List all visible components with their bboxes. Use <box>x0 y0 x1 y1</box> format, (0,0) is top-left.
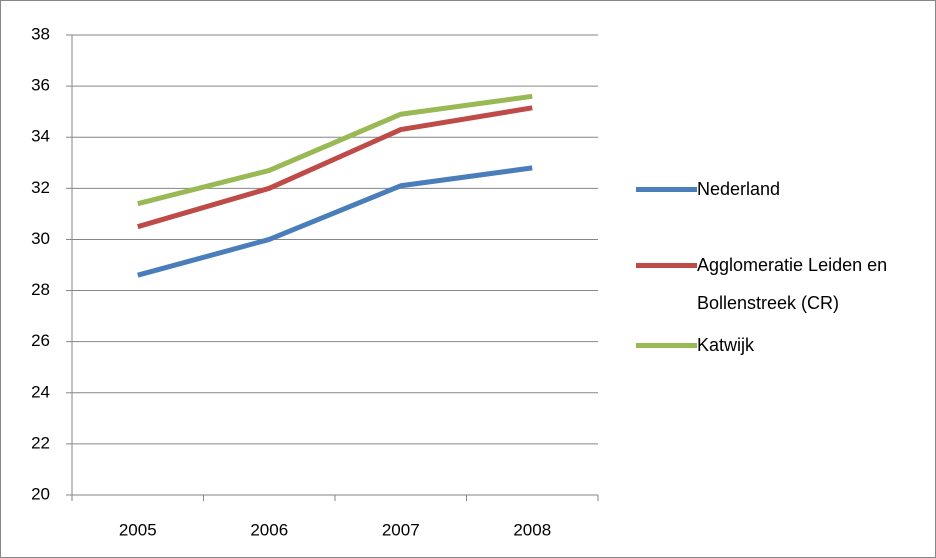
y-tick-label: 32 <box>31 178 50 197</box>
data-line <box>137 105 533 230</box>
x-tick-label: 2005 <box>119 520 157 539</box>
y-tick-label: 36 <box>31 76 50 95</box>
y-tick-label: 38 <box>31 24 50 43</box>
legend: Nederland Agglomeratie Leiden en Bollenst… <box>636 170 932 364</box>
y-tick-label: 24 <box>31 382 50 401</box>
x-tick-label: 2008 <box>513 520 551 539</box>
y-tick-label: 34 <box>31 127 50 146</box>
legend-label: Katwijk <box>697 335 755 355</box>
legend-swatch <box>636 343 697 348</box>
y-tick-label: 30 <box>31 229 50 248</box>
legend-item: Katwijk <box>636 326 932 364</box>
legend-label: Agglomeratie Leiden en Bollenstreek (CR) <box>697 255 888 313</box>
legend-swatch <box>636 187 697 192</box>
legend-item: Nederland <box>636 170 932 208</box>
y-tick-label: 26 <box>31 331 50 350</box>
data-line <box>137 165 533 278</box>
legend-label: Nederland <box>697 179 781 199</box>
data-line <box>137 93 533 207</box>
legend-item: Agglomeratie Leiden en Bollenstreek (CR) <box>636 246 932 322</box>
legend-swatch <box>636 263 697 268</box>
x-tick-label: 2007 <box>382 520 420 539</box>
y-tick-label: 20 <box>31 484 50 503</box>
y-tick-label: 28 <box>31 280 50 299</box>
y-tick-label: 22 <box>31 433 50 452</box>
x-tick-label: 2006 <box>250 520 288 539</box>
